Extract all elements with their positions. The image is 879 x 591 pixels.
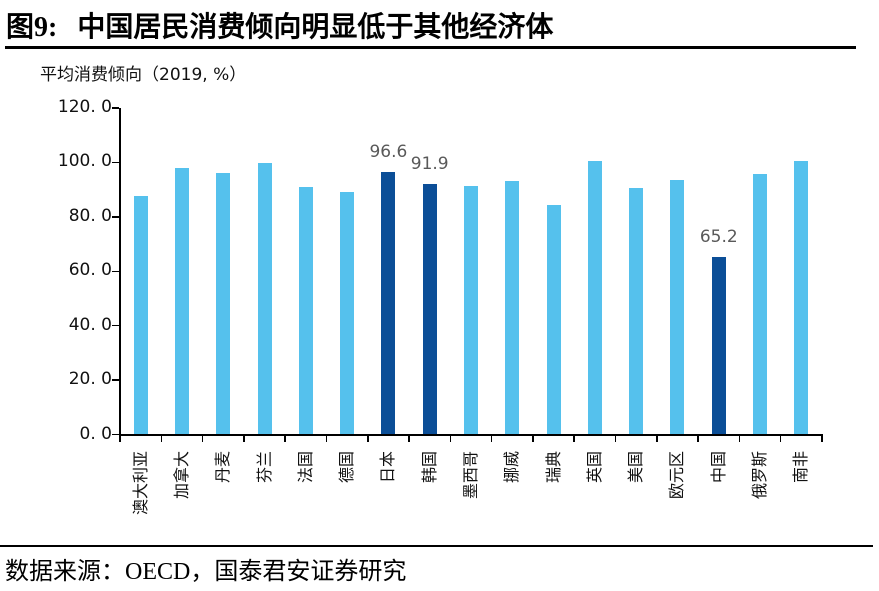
x-category-label: 加拿大 <box>171 451 191 500</box>
y-tick-label: 60. 0 <box>68 260 112 281</box>
bar-南非 <box>794 161 809 435</box>
y-tick-label: 20. 0 <box>68 369 112 390</box>
bar-挪威 <box>505 181 520 435</box>
bar-澳大利亚 <box>133 196 148 435</box>
x-axis-tick <box>821 434 823 442</box>
x-axis-tick <box>284 434 286 442</box>
x-axis-tick <box>573 434 575 442</box>
x-axis-tick <box>119 434 121 442</box>
x-axis-tick <box>243 434 245 442</box>
y-tick-label: 40. 0 <box>68 314 112 335</box>
x-axis-tick <box>408 434 410 442</box>
x-axis-tick <box>201 434 204 442</box>
chart-axis-title: 平均消费倾向（2019, %） <box>40 65 247 85</box>
x-category-label: 欧元区 <box>667 451 687 500</box>
x-category-label: 俄罗斯 <box>750 451 770 500</box>
y-axis-tick <box>112 324 119 327</box>
x-category-label: 英国 <box>584 451 604 484</box>
x-axis-tick <box>697 434 699 442</box>
x-axis-tick <box>738 434 741 442</box>
x-axis-tick <box>325 434 328 442</box>
bar-芬兰 <box>257 163 272 435</box>
x-category-label: 日本 <box>378 451 398 484</box>
y-tick-label: 80. 0 <box>68 205 112 226</box>
x-category-label: 法国 <box>295 451 315 484</box>
data-source: 数据来源：OECD，国泰君安证券研究 <box>5 559 407 585</box>
x-axis-tick <box>532 434 534 442</box>
y-axis-tick <box>112 216 119 218</box>
x-category-label: 澳大利亚 <box>130 451 150 516</box>
title-underline <box>5 46 856 49</box>
x-category-label: 芬兰 <box>254 451 274 484</box>
x-axis-tick <box>160 434 163 442</box>
bar-法国 <box>298 186 313 435</box>
figure-number: 图9: <box>6 12 58 43</box>
x-category-label: 中国 <box>708 451 728 484</box>
x-axis-tick <box>449 434 452 442</box>
x-axis-line <box>118 433 823 436</box>
y-tick-label: 100. 0 <box>57 151 112 172</box>
y-axis-tick <box>112 379 119 381</box>
y-axis-tick <box>112 270 119 272</box>
y-axis-tick <box>112 161 119 164</box>
x-category-label: 南非 <box>791 451 811 484</box>
bar-value-label: 96.6 <box>369 141 408 162</box>
bar-韩国 <box>422 184 437 435</box>
figure-title: 中国居民消费倾向明显低于其他经济体 <box>77 12 554 43</box>
bar-美国 <box>629 188 644 435</box>
x-axis-tick <box>490 434 493 442</box>
x-axis-tick <box>779 434 782 442</box>
x-category-label: 瑞典 <box>543 451 563 484</box>
x-category-label: 丹麦 <box>213 451 233 484</box>
bar-欧元区 <box>670 180 685 435</box>
y-axis-line <box>118 108 121 436</box>
bar-value-label: 91.9 <box>410 154 449 175</box>
page-title: 图9: 中国居民消费倾向明显低于其他经济体 <box>6 5 553 45</box>
x-category-label: 韩国 <box>419 451 439 484</box>
bar-英国 <box>587 161 602 435</box>
x-axis-tick <box>367 434 369 442</box>
y-tick-label: 0. 0 <box>79 423 112 444</box>
bar-日本 <box>381 171 396 435</box>
y-tick-label: 120. 0 <box>57 97 112 117</box>
bar-加拿大 <box>174 167 189 435</box>
x-category-label: 挪威 <box>502 451 522 484</box>
bar-俄罗斯 <box>753 174 768 435</box>
bar-丹麦 <box>216 173 231 435</box>
x-axis-tick <box>656 434 658 442</box>
bar-德国 <box>340 191 355 435</box>
y-axis-tick <box>112 107 119 109</box>
bar-墨西哥 <box>464 185 478 435</box>
x-category-label: 德国 <box>337 451 357 484</box>
footer-divider <box>0 545 873 547</box>
bar-中国 <box>711 257 726 435</box>
x-category-label: 墨西哥 <box>461 451 480 500</box>
bar-chart-plot-area: 0. 0 20. 0 40. 0 60. 0 80. 0 100. 0 120. 0 澳大利亚… <box>57 97 823 516</box>
x-category-label: 美国 <box>626 451 646 484</box>
y-axis-tick <box>112 433 119 436</box>
x-axis-tick <box>614 434 617 442</box>
bar-瑞典 <box>546 205 561 435</box>
bar-value-label: 65.2 <box>699 227 738 248</box>
